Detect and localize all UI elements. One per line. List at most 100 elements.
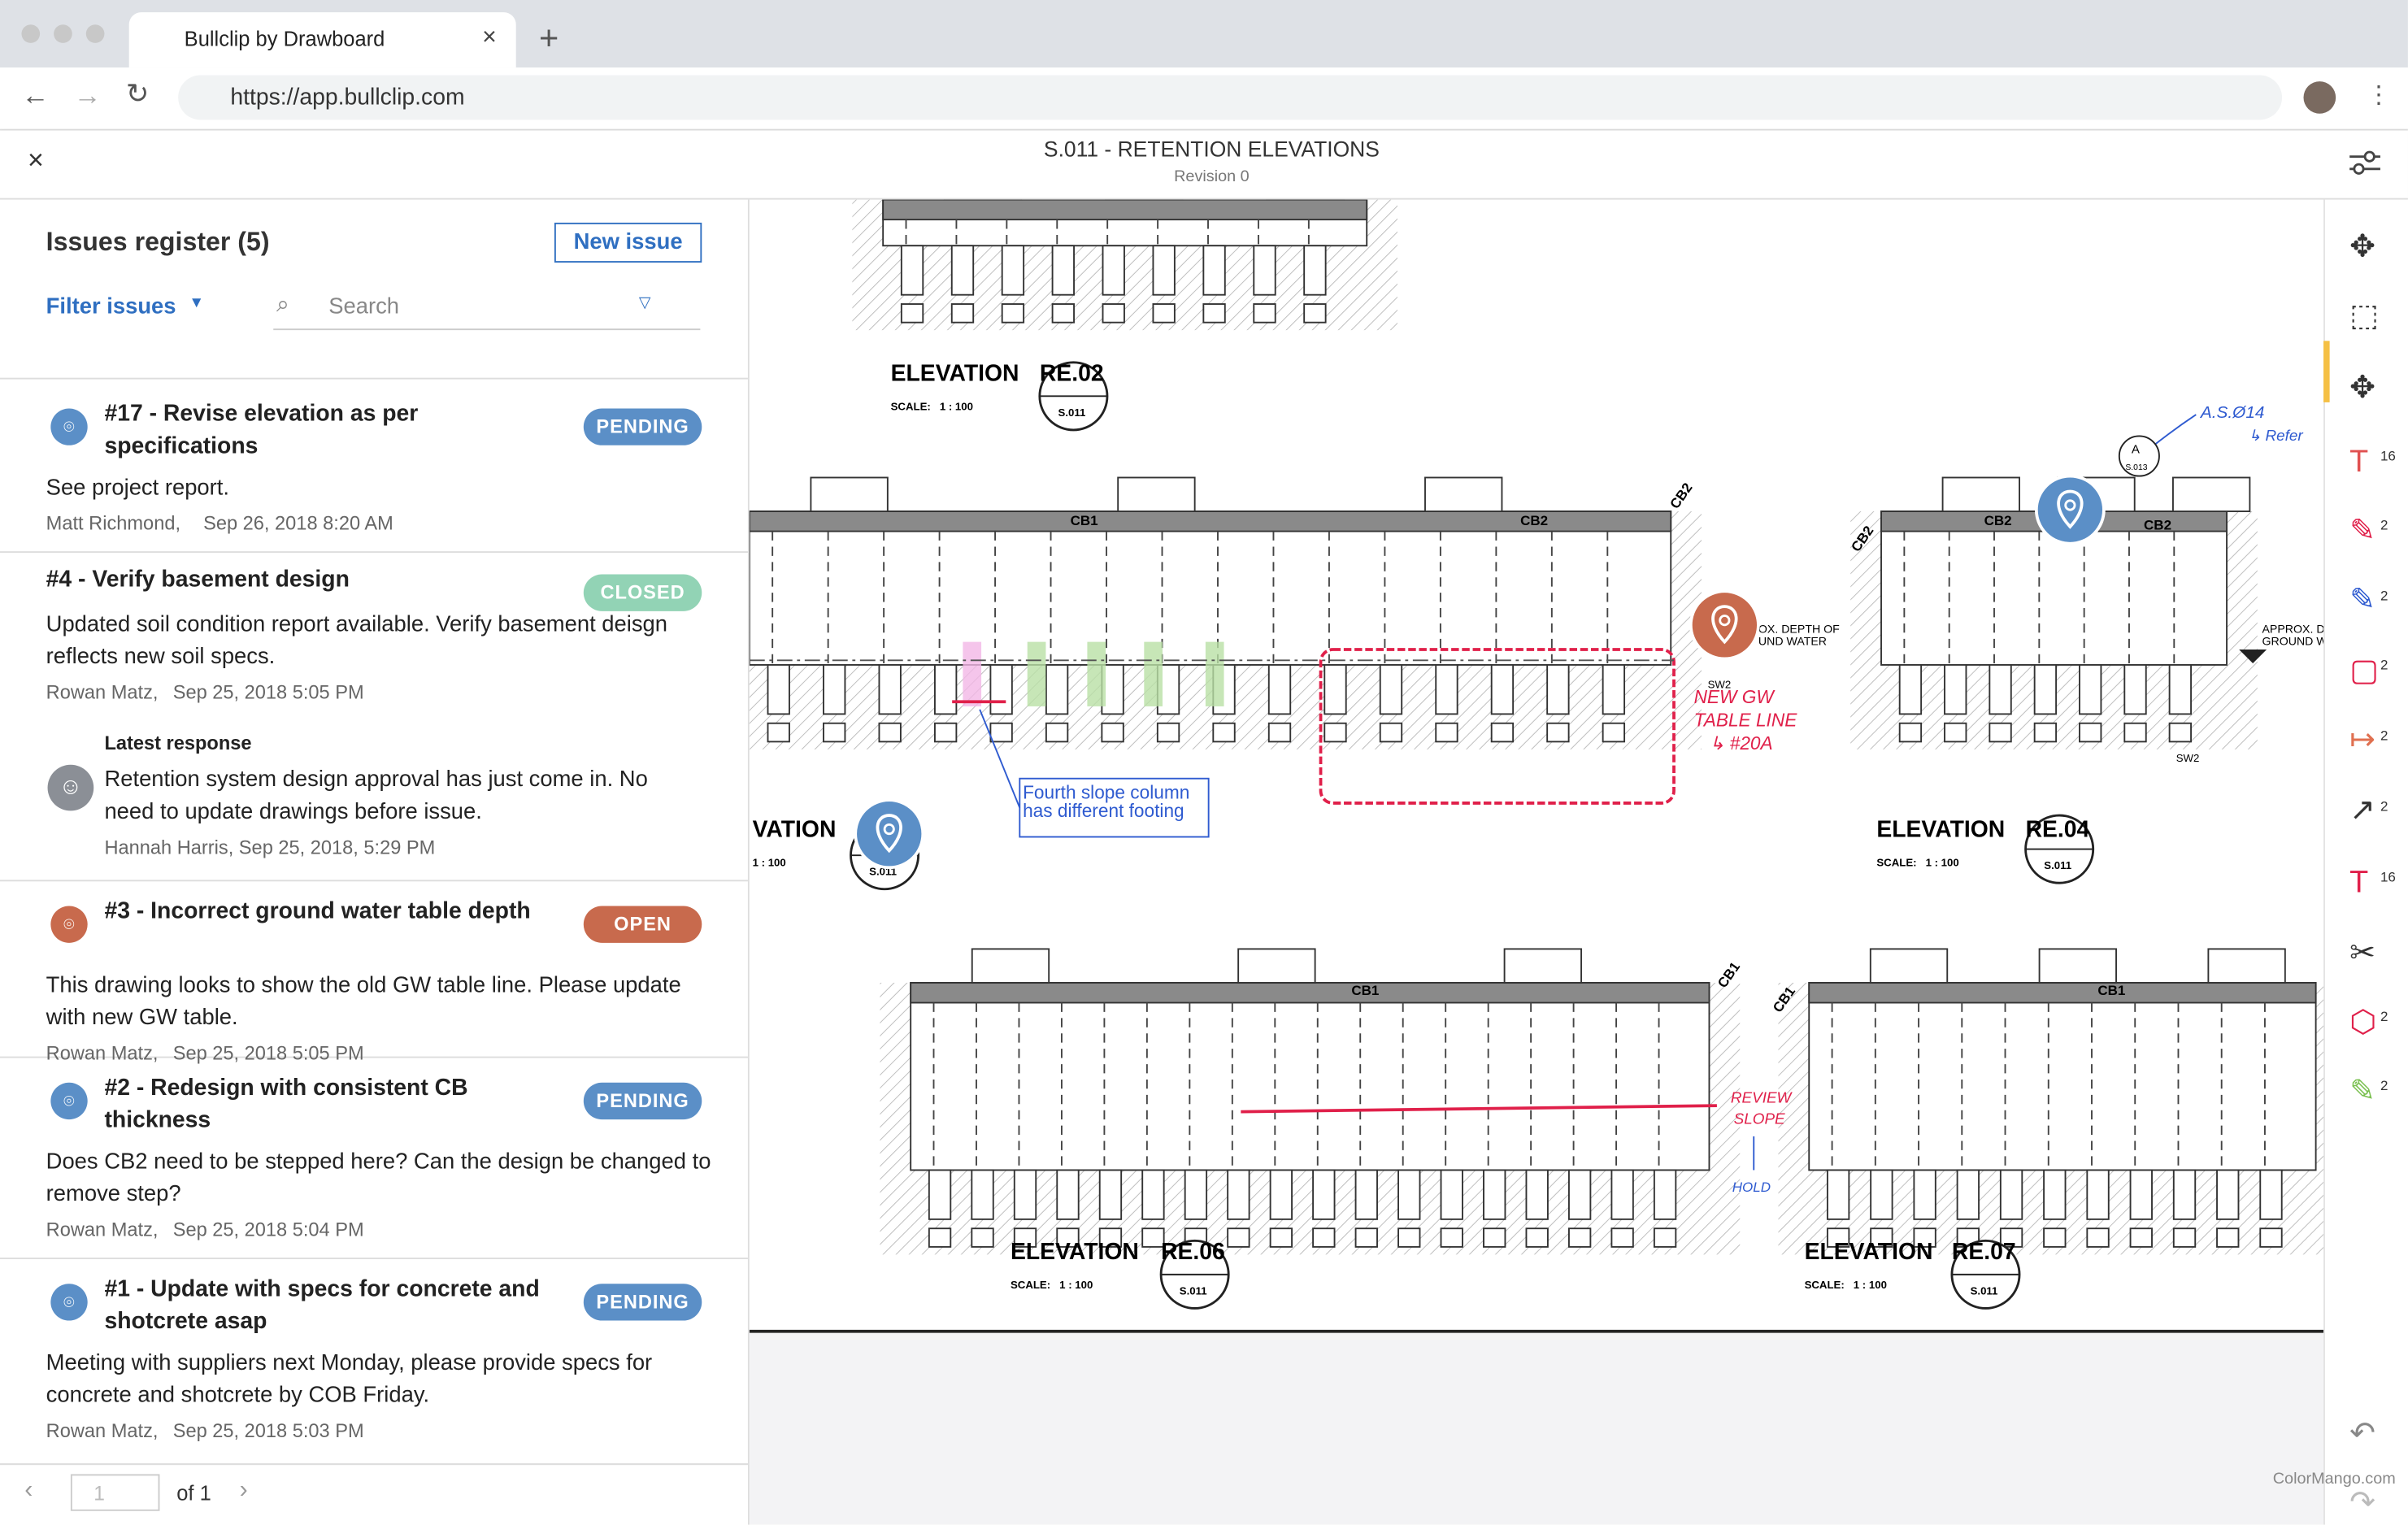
issue-title: #1 - Update with specs for concrete and …: [104, 1275, 540, 1335]
avatar[interactable]: [2303, 81, 2336, 114]
elevation-scale: 1 : 100: [753, 856, 786, 868]
footing: [1944, 722, 1967, 743]
prev-page[interactable]: ‹: [24, 1477, 33, 1504]
highlight: [1144, 641, 1163, 706]
issue-body: Does CB2 need to be stepped here? Can th…: [46, 1149, 711, 1207]
tool-button[interactable]: ✥: [2349, 371, 2375, 405]
column: [1102, 245, 1125, 296]
capping-beam: [882, 199, 1368, 221]
address-bar[interactable]: https://app.bullclip.com: [178, 75, 2283, 120]
sheet-revision: Revision 0: [1174, 167, 1250, 186]
column: [900, 245, 924, 296]
reload-button[interactable]: ↻: [125, 78, 150, 110]
handwritten-note: A.S.Ø14: [2199, 403, 2264, 422]
column: [1546, 663, 1570, 715]
tool-count: 2: [2380, 518, 2388, 533]
column: [1303, 245, 1327, 296]
footing: [971, 1227, 994, 1248]
response-body: Retention system design approval has jus…: [104, 767, 648, 825]
issue-card[interactable]: #4 - Verify basement design CLOSED Updated…: [0, 551, 748, 882]
drawing-text: SW2: [2176, 752, 2200, 764]
tool-button[interactable]: ⬚: [2349, 298, 2379, 332]
issue-card[interactable]: ⌾ #2 - Redesign with consistent CB thickn…: [0, 1057, 748, 1259]
filter-issues[interactable]: Filter issues: [46, 294, 176, 319]
page-input[interactable]: 1: [70, 1474, 160, 1511]
forward-button[interactable]: →: [73, 80, 102, 111]
footing: [1056, 1227, 1080, 1248]
back-button[interactable]: ←: [21, 80, 50, 111]
tool-button[interactable]: ↦: [2349, 723, 2375, 757]
close-button[interactable]: ×: [28, 144, 44, 176]
issue-date: Sep 25, 2018 5:03 PM: [172, 1420, 364, 1442]
footing: [900, 303, 924, 324]
tool-button[interactable]: ↷: [2349, 1486, 2375, 1520]
search-filter: ▽: [638, 294, 651, 312]
sidebar-title: Issues register (5): [46, 227, 270, 257]
tool-button[interactable]: ▢: [2349, 654, 2379, 688]
tool-button[interactable]: ⬡: [2349, 1005, 2376, 1039]
capping-beam: [1808, 982, 2317, 1004]
search-box[interactable]: ⌕ Search ▽: [273, 285, 701, 331]
footing: [1354, 1227, 1378, 1248]
issue-card[interactable]: ⌾ #17 - Revise elevation as per specifica…: [0, 382, 748, 554]
issue-body: Updated soil condition report available.…: [46, 612, 668, 670]
elevation-scale: SCALE: 1 : 100: [1805, 1279, 1887, 1291]
tool-button[interactable]: T: [2349, 445, 2368, 479]
issue-title: #3 - Incorrect ground water table depth: [104, 898, 531, 925]
footing: [823, 722, 846, 743]
tool-button[interactable]: ✎: [2349, 583, 2375, 617]
sheet-ref: S.011: [1971, 1284, 1998, 1297]
column: [1202, 245, 1226, 296]
tool-count: 2: [2380, 728, 2388, 743]
tool-button[interactable]: ✎: [2349, 1074, 2375, 1108]
parapet: [1105, 199, 1184, 201]
beam-label: CB2: [2144, 518, 2171, 533]
sheet-ref: S.011: [1058, 406, 1086, 419]
footing: [1152, 303, 1176, 324]
settings-icon[interactable]: [2346, 147, 2383, 178]
new-tab[interactable]: +: [539, 18, 559, 57]
tool-button[interactable]: ✎: [2349, 514, 2375, 548]
column: [933, 663, 958, 715]
column: [1525, 1169, 1549, 1220]
tool-button[interactable]: ↗: [2349, 793, 2375, 828]
highlight: [1027, 641, 1046, 706]
next-page[interactable]: ›: [239, 1477, 248, 1504]
footing: [1379, 722, 1403, 743]
footing: [1602, 722, 1626, 743]
menu[interactable]: ⋮: [2366, 83, 2392, 110]
column: [1397, 1169, 1421, 1220]
tab-close[interactable]: ×: [482, 24, 497, 51]
parapet: [1117, 476, 1196, 512]
marker-icon: [876, 814, 902, 854]
issue-author: Rowan Matz,: [46, 1219, 159, 1241]
search-icon: ⌕: [276, 291, 289, 319]
elevation-ref: RE.07: [1952, 1239, 2016, 1265]
tool-button[interactable]: ✂: [2349, 936, 2375, 970]
footing: [1483, 1227, 1506, 1248]
column: [2043, 1169, 2067, 1220]
column: [1051, 245, 1075, 296]
handwritten-note: ↳ Refer: [2248, 428, 2303, 445]
tab[interactable]: Bullclip by Drawboard ×: [128, 12, 516, 68]
new-issue-button[interactable]: New issue: [554, 222, 702, 263]
footing: [2259, 1227, 2283, 1248]
tool-button[interactable]: T: [2349, 866, 2368, 900]
footing: [2079, 722, 2102, 743]
wall: [910, 982, 1710, 1171]
tool-count: 2: [2380, 589, 2388, 604]
filter-caret[interactable]: ▼: [189, 294, 205, 312]
footing: [1312, 1227, 1336, 1248]
marker-dot: [1719, 615, 1731, 627]
footing: [1567, 1227, 1592, 1248]
tool-button[interactable]: ✥: [2349, 229, 2375, 263]
column: [1013, 1169, 1037, 1220]
issue-card[interactable]: ⌾ #3 - Incorrect ground water table depth…: [0, 880, 748, 1064]
parapet: [1869, 948, 1949, 984]
tool-button[interactable]: ↶: [2349, 1417, 2375, 1451]
column: [971, 1169, 994, 1220]
column: [2259, 1169, 2283, 1220]
footing: [1001, 303, 1025, 324]
issue-card[interactable]: ⌾ #1 - Update with specs for concrete and…: [0, 1258, 748, 1466]
